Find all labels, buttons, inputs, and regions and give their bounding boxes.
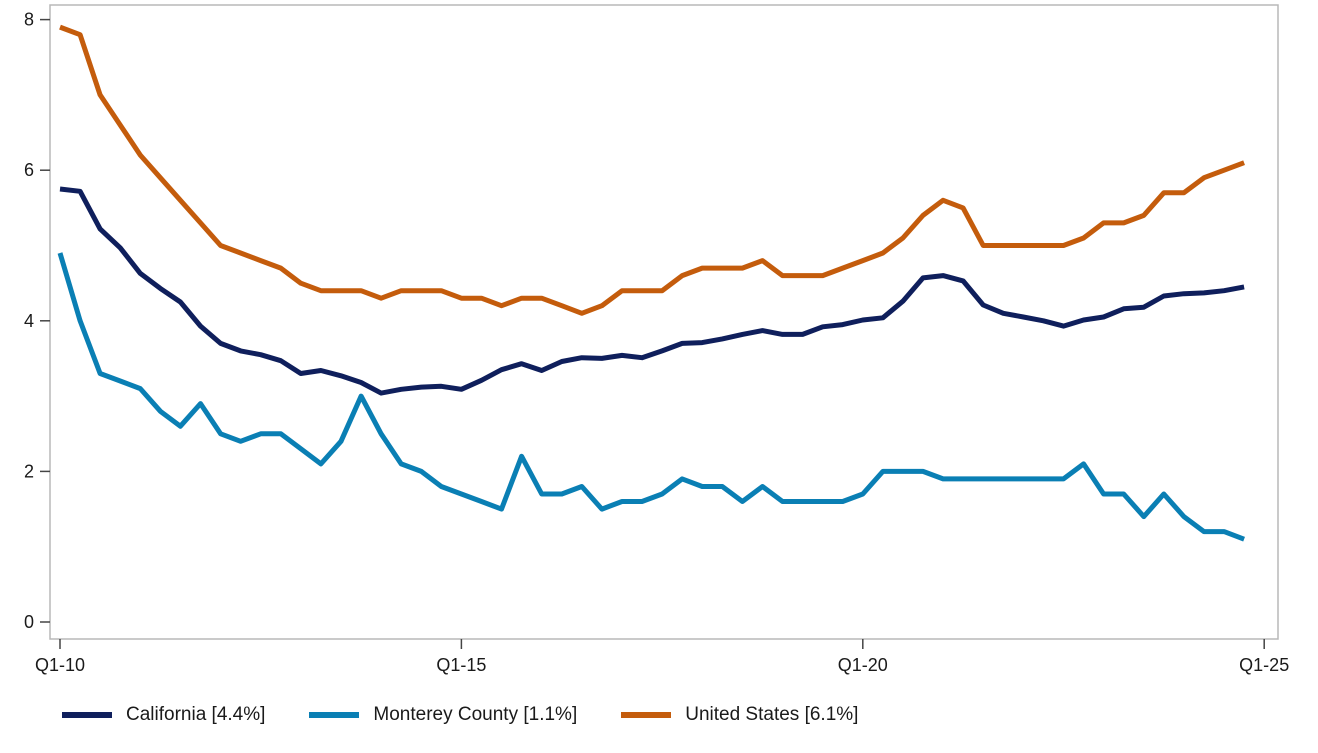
legend-item-california: California [4.4%] (62, 704, 265, 726)
x-tick-label: Q1-15 (436, 655, 486, 675)
axes: 0 2 4 6 8 Q1-10 Q1-15 Q1-20 Q1-25 (24, 10, 1289, 675)
x-tick-label: Q1-10 (35, 655, 85, 675)
legend-swatch-monterey-county (309, 712, 360, 718)
series-line-united-states (59, 24, 1245, 316)
y-tick-label: 4 (24, 311, 34, 331)
series-line-california (59, 186, 1245, 396)
legend-label-california: California [4.4%] (126, 704, 266, 725)
series-line-monterey-county (57, 252, 1245, 542)
y-tick-label: 0 (24, 612, 34, 632)
legend-swatch-california (62, 712, 112, 718)
line-chart: 0 2 4 6 8 Q1-10 Q1-15 Q1-20 Q1-25 (24, 4, 1289, 675)
legend-label-united-states: United States [6.1%] (685, 704, 859, 725)
plot-frame (49, 4, 1279, 640)
legend-label-monterey-county: Monterey County [1.1%] (373, 704, 578, 725)
y-tick-label: 8 (24, 10, 34, 30)
x-tick-label: Q1-25 (1239, 655, 1289, 675)
y-tick-label: 2 (24, 461, 34, 481)
y-tick-label: 6 (24, 160, 34, 180)
legend-item-united-states: United States [6.1%] (621, 704, 858, 726)
legend-swatch-united-states (621, 712, 672, 718)
legend-item-monterey-county: Monterey County [1.1%] (309, 704, 577, 726)
legend: California [4.4%] Monterey County [1.1%]… (62, 704, 858, 726)
series-lines (57, 24, 1245, 542)
x-tick-label: Q1-20 (838, 655, 888, 675)
